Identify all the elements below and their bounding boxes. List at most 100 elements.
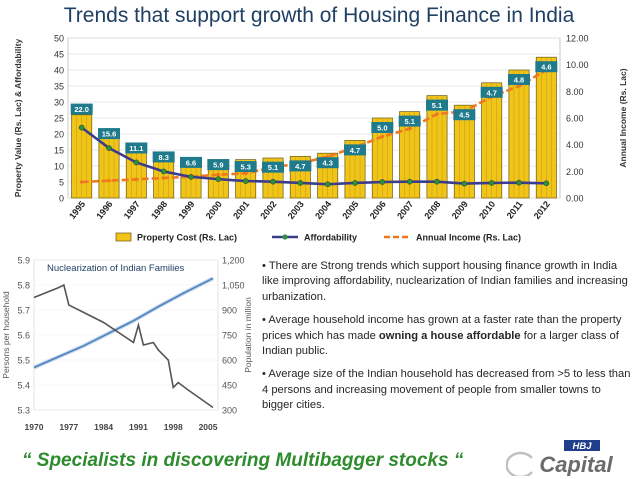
affordability-point — [406, 178, 413, 185]
affordability-label-box — [289, 160, 312, 172]
x-tick-label-2: 1984 — [94, 422, 113, 432]
y-tick-label: 40 — [54, 66, 64, 76]
y-tick-label: 5 — [59, 178, 64, 188]
y-tick-label-2: 5.6 — [17, 331, 30, 341]
x-tick-label: 2008 — [422, 199, 442, 221]
x-tick-label-2: 2005 — [199, 422, 218, 432]
y-tick-label-2: 5.7 — [17, 306, 30, 316]
tagline: “ Specialists in discovering Multibagger… — [22, 450, 464, 471]
y2-tick-label: 6.00 — [566, 114, 584, 124]
y-tick-label: 0 — [59, 194, 64, 204]
affordability-point — [242, 178, 249, 184]
y-tick-label-2: 5.8 — [17, 281, 30, 291]
y2-tick-label-2: 1,200 — [222, 256, 245, 266]
logo-box — [564, 440, 600, 451]
x-tick-label: 2003 — [286, 199, 306, 221]
affordability-label-box — [535, 61, 558, 73]
affordability-label-box — [234, 161, 257, 173]
legend-swatch-property-cost — [115, 232, 132, 242]
y2-axis-label-2: Population in million — [243, 297, 253, 373]
affordability-point — [543, 180, 550, 187]
affordability-data-label: 4.6 — [541, 63, 551, 72]
x-tick-label: 2001 — [231, 199, 251, 221]
affordability-data-label: 4.7 — [486, 88, 496, 97]
y2-tick-label: 10.00 — [566, 60, 589, 70]
affordability-point — [434, 178, 440, 185]
annual-income-point — [216, 172, 221, 177]
logo-small-text: HBJ — [572, 441, 592, 452]
affordability-label-box — [98, 128, 120, 140]
y2-tick-label-2: 600 — [222, 356, 237, 366]
affordability-point — [270, 178, 276, 185]
y-axis-label-2: Persons per household — [1, 291, 11, 379]
logo-swoosh-icon — [506, 451, 533, 476]
x-tick-label: 1997 — [122, 199, 142, 221]
legend-label-annual-income: Annual Income (Rs. Lac) — [416, 233, 521, 243]
y2-axis-label: Annual Income (Rs. Lac) — [618, 68, 628, 167]
affordability-point — [324, 181, 331, 188]
y2-tick-label: 8.00 — [566, 87, 584, 97]
x-tick-label: 2009 — [450, 199, 470, 221]
bullet-2-post: for a larger class of Indian public. — [262, 329, 619, 358]
annual-income-point — [517, 84, 521, 88]
affordability-label-box — [344, 144, 366, 156]
affordability-data-label: 5.1 — [432, 101, 442, 110]
legend-marker-affordability — [282, 234, 288, 240]
y-axis-label: Property Value (Rs. Lac) & Affordability — [13, 39, 23, 198]
affordability-label-box — [398, 115, 421, 127]
y-tick-label: 10 — [54, 162, 64, 172]
hbj-capital-logo: HBJ Capital — [506, 440, 614, 476]
y-tick-label: 15 — [54, 146, 64, 156]
bullet-2-bold: owning a house affordable — [378, 329, 521, 342]
affordability-label-box — [426, 99, 448, 111]
affordability-label-box — [125, 142, 148, 154]
affordability-point — [160, 168, 167, 175]
x-tick-label: 1999 — [176, 199, 196, 221]
bullet-points: • There are Strong trends which support … — [262, 259, 632, 422]
annual-income-point — [161, 176, 166, 180]
x-tick-label: 2000 — [204, 199, 224, 221]
affordability-data-label: 15.6 — [102, 130, 117, 139]
affordability-data-label: 22.0 — [74, 105, 89, 114]
affordability-data-label: 11.1 — [129, 144, 143, 153]
bullet-2: • Average household income has grown at … — [262, 313, 632, 359]
y2-tick-label: 0.00 — [566, 194, 584, 204]
y2-tick-label-2: 1,050 — [222, 281, 245, 291]
y2-tick-label: 4.00 — [566, 140, 584, 150]
legend-label-property-cost: Property Cost (Rs. Lac) — [137, 233, 237, 243]
affordability-data-label: 6.6 — [186, 158, 196, 167]
chart-2-title: Nuclearization of Indian Families — [47, 263, 185, 274]
affordability-point — [516, 179, 522, 186]
affordability-label-box — [453, 109, 476, 121]
x-tick-label: 1998 — [149, 199, 169, 221]
y-tick-label-2: 5.5 — [17, 356, 30, 366]
affordability-point — [133, 159, 140, 166]
annual-income-point — [243, 171, 248, 176]
x-tick-label: 2006 — [368, 199, 388, 221]
annual-income-point — [107, 178, 111, 183]
x-tick-label: 2012 — [532, 199, 552, 221]
affordability-line — [80, 126, 547, 186]
y-tick-label-2: 5.9 — [17, 256, 30, 266]
x-tick-label: 1996 — [94, 199, 114, 221]
affordability-label-box — [480, 86, 503, 98]
x-tick-label-2: 1991 — [129, 422, 148, 432]
affordability-point — [106, 145, 112, 151]
affordability-point — [488, 180, 495, 186]
y2-tick-label-2: 300 — [222, 406, 237, 416]
annual-income-point — [407, 126, 412, 131]
y-tick-label: 35 — [54, 82, 64, 92]
affordability-data-label: 5.3 — [240, 163, 250, 172]
x-tick-label-2: 1977 — [59, 422, 78, 432]
x-tick-label: 2007 — [395, 199, 415, 221]
affordability-point — [215, 176, 222, 182]
y2-tick-label-2: 900 — [222, 306, 237, 316]
affordability-data-label: 4.5 — [459, 111, 469, 120]
affordability-label-box — [152, 151, 175, 163]
logo-big-text: Capital — [539, 452, 613, 476]
affordability-point — [379, 179, 386, 185]
annual-income-point — [435, 112, 439, 116]
affordability-label-box — [371, 122, 394, 133]
affordability-data-label: 5.1 — [404, 117, 414, 126]
affordability-data-label: 4.7 — [350, 146, 360, 155]
